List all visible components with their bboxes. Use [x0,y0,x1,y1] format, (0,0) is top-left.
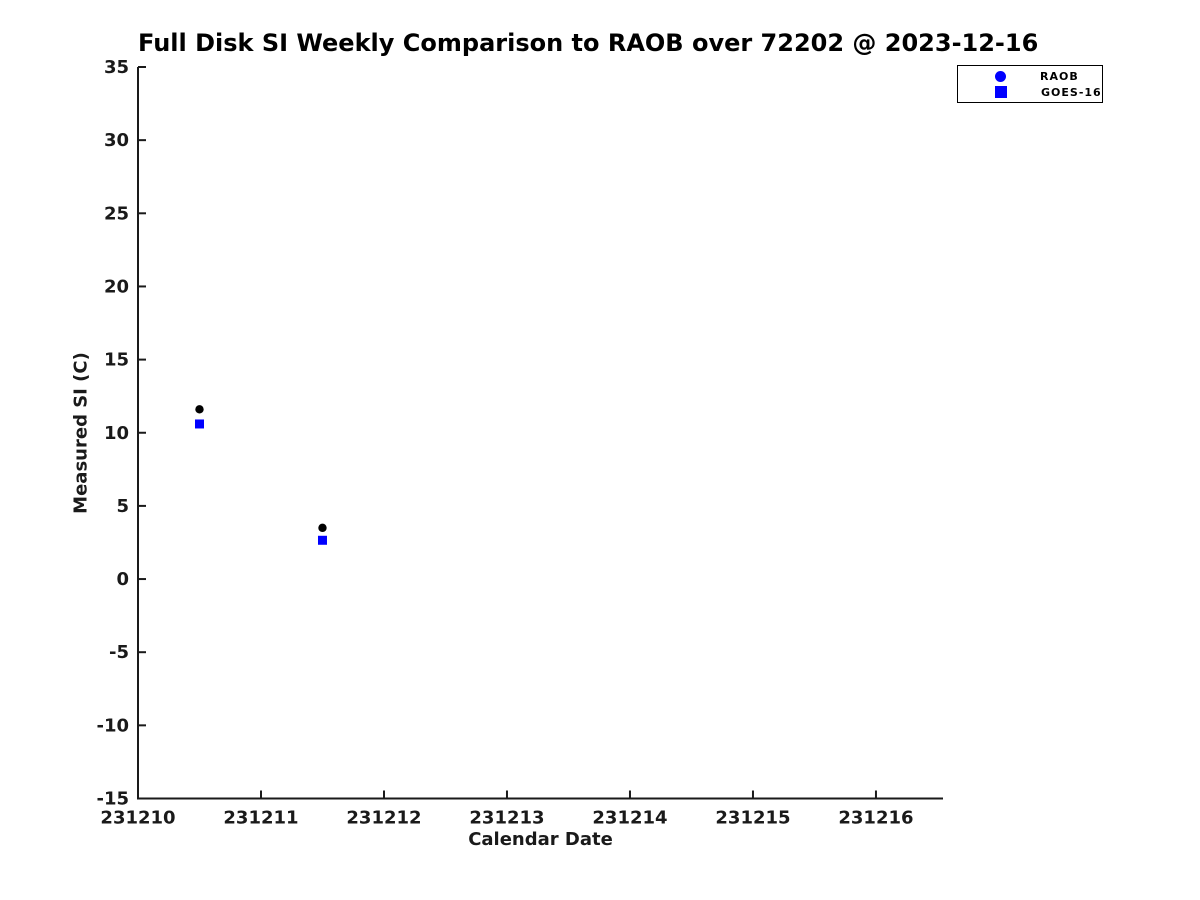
legend-item-goes-16: GOES-16 [958,85,1102,100]
chart-title: Full Disk SI Weekly Comparison to RAOB o… [138,29,1039,57]
legend-label: GOES-16 [1041,85,1102,99]
y-tick-label: -10 [96,715,129,736]
y-tick-label: 30 [104,130,129,151]
marker-raob [195,405,204,414]
x-tick-label: 231213 [469,808,544,829]
y-tick-label: 0 [116,569,129,590]
marker-goes-16 [194,419,204,429]
x-tick-label: 231214 [592,808,667,829]
raob-legend-marker-icon [995,70,1006,82]
y-tick-label: -5 [109,642,129,663]
legend-label: RAOB [1040,69,1079,83]
legend: RAOB GOES-16 [957,65,1103,103]
y-tick-label: 5 [116,496,129,517]
x-axis-label: Calendar Date [468,829,613,850]
axis-spines [137,67,943,800]
y-tick-label: 35 [104,57,129,78]
x-tick-label: 231211 [223,808,298,829]
marker-raob [318,523,327,533]
x-tick-label: 231210 [100,808,175,829]
goes-16-legend-marker-icon [995,86,1007,98]
x-tick-label: 231216 [838,808,913,829]
legend-item-raob: RAOB [958,69,1102,84]
y-tick-label: 10 [104,423,129,444]
x-tick-label: 231212 [346,808,421,829]
y-tick-label: 15 [104,350,129,371]
y-tick-label: 20 [104,276,129,297]
y-tick-label: -15 [96,789,129,810]
marker-goes-16 [317,535,327,545]
x-tick-label: 231215 [715,808,790,829]
y-tick-label: 25 [104,203,129,224]
